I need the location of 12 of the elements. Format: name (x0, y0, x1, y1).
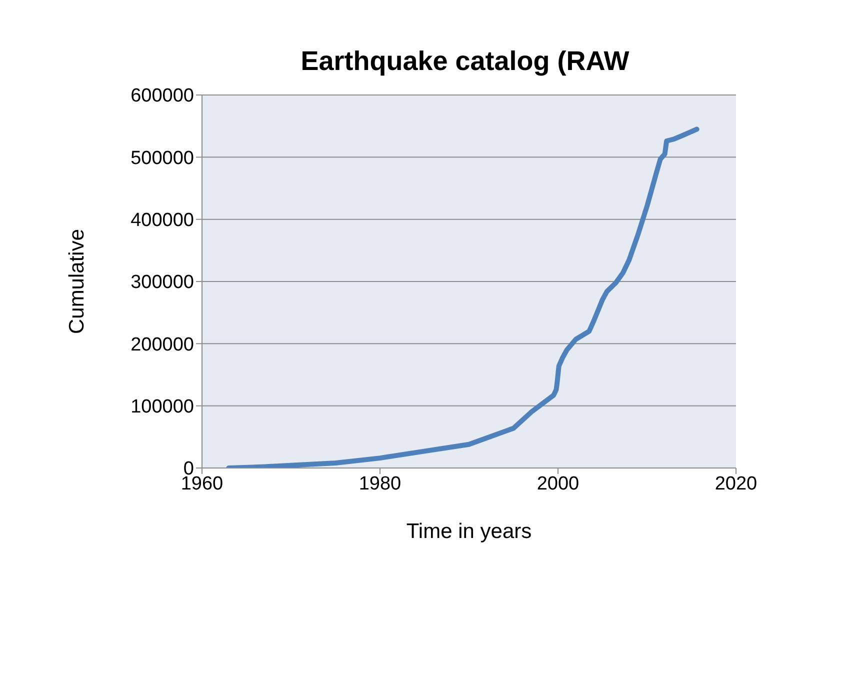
x-tick-label: 1980 (358, 473, 402, 494)
y-axis-title: Cumulative (65, 228, 88, 334)
y-tick-label: 600000 (130, 86, 194, 107)
chart-title: Earthquake catalog (RAW (300, 46, 630, 77)
y-tick-label: 300000 (130, 272, 194, 294)
y-tick-label: 500000 (130, 148, 194, 169)
y-tick-label: 400000 (130, 210, 194, 232)
x-axis-title: Time in years (406, 520, 532, 543)
x-tick-label: 2020 (714, 473, 758, 494)
x-tick-label: 2000 (536, 473, 580, 494)
y-tick-label: 100000 (130, 396, 194, 418)
y-tick-label: 200000 (130, 334, 194, 356)
